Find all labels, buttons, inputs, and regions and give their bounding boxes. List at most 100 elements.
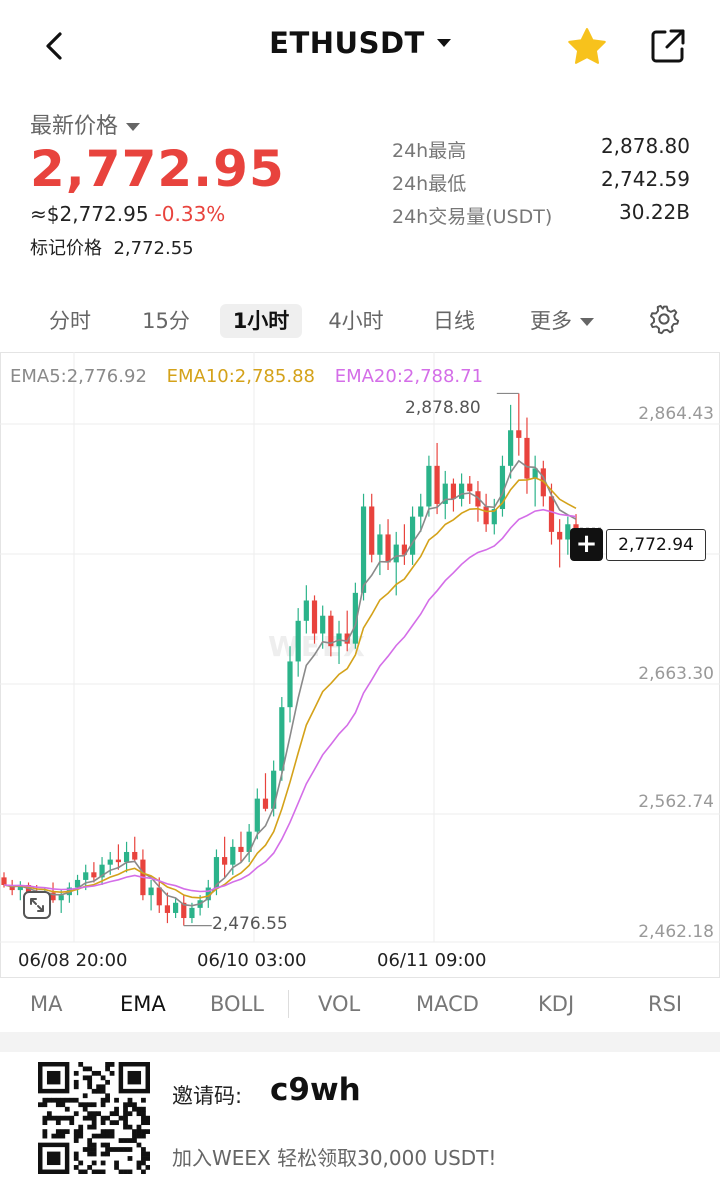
tab-timeframe-1d[interactable]: 日线 (433, 309, 475, 333)
share-icon[interactable] (648, 26, 688, 66)
gear-icon[interactable] (648, 303, 680, 335)
qr-module (123, 1169, 128, 1174)
tab-indicator-macd[interactable]: MACD (416, 992, 479, 1016)
tab-indicator-rsi[interactable]: RSI (648, 992, 683, 1016)
x-tick-label: 06/08 20:00 (18, 950, 128, 971)
candle-body (17, 885, 23, 891)
y-tick-label: 2,864.43 (638, 404, 714, 424)
qr-module (42, 1115, 48, 1121)
qr-module (136, 1133, 142, 1139)
qr-module (136, 1111, 142, 1117)
qr-module (64, 1129, 70, 1134)
qr-module (109, 1111, 115, 1117)
qr-module (100, 1142, 106, 1148)
qr-module (64, 1115, 70, 1121)
low-price-label: 2,476.55 (212, 914, 288, 934)
candle-body (401, 544, 407, 555)
qr-module (91, 1088, 97, 1094)
qr-module (42, 1097, 48, 1103)
price-type-selector[interactable]: 最新价格 (30, 108, 141, 140)
qr-module (141, 1129, 146, 1134)
back-arrow-icon[interactable] (38, 28, 74, 64)
candle-body (573, 524, 579, 529)
tab-timeframe-4h[interactable]: 4小时 (328, 309, 384, 333)
qr-module (73, 1111, 79, 1117)
qr-module (42, 1129, 48, 1134)
stat-volume-label: 24h交易量(USDT) (392, 206, 553, 228)
qr-module (82, 1075, 88, 1081)
qr-module (100, 1088, 106, 1094)
tab-indicator-ma[interactable]: MA (30, 992, 63, 1016)
qr-module (87, 1115, 93, 1121)
tab-timeframe-line[interactable]: 分时 (49, 309, 91, 333)
qr-module (91, 1151, 97, 1157)
candle-body (205, 887, 211, 901)
candlestick-chart[interactable] (0, 352, 720, 978)
tab-indicator-kdj[interactable]: KDJ (538, 992, 575, 1016)
qr-module (105, 1093, 110, 1099)
qr-module (91, 1111, 97, 1117)
qr-module (87, 1075, 93, 1081)
qr-module (141, 1169, 146, 1174)
qr-module (73, 1079, 79, 1085)
caret-down-icon (436, 39, 451, 47)
qr-module (100, 1115, 106, 1121)
candle-body (230, 846, 236, 865)
star-icon[interactable] (566, 26, 608, 68)
symbol-selector[interactable]: ETHUSDT (0, 26, 720, 60)
qr-module (64, 1097, 70, 1103)
timeframe-tabs: 分时 15分 1小时 4小时 日线 更多 (0, 296, 720, 344)
tab-timeframe-1h[interactable]: 1小时 (220, 304, 302, 338)
candle-body (311, 600, 318, 634)
qr-module (96, 1169, 102, 1174)
tab-timeframe-more[interactable]: 更多 (516, 304, 608, 338)
qr-module (136, 1106, 142, 1112)
tab-indicator-ema[interactable]: EMA (120, 992, 166, 1016)
invite-code: c9wh (270, 1072, 361, 1108)
invite-code-label: 邀请码: (172, 1084, 243, 1108)
qr-module (141, 1097, 146, 1103)
qr-module (73, 1156, 79, 1161)
qr-module (96, 1084, 102, 1090)
qr-module (127, 1124, 133, 1130)
candle-body (271, 770, 277, 809)
qr-module (109, 1129, 115, 1134)
qr-module (60, 1129, 66, 1134)
qr-module (114, 1106, 119, 1112)
qr-module (82, 1102, 88, 1108)
x-tick-label: 06/10 03:00 (197, 950, 307, 971)
tab-indicator-boll[interactable]: BOLL (210, 992, 264, 1016)
y-tick-label: 2,462.18 (638, 922, 714, 942)
qr-module (73, 1151, 79, 1157)
qr-module (73, 1084, 79, 1090)
qr-module (51, 1097, 57, 1103)
qr-module (100, 1169, 106, 1174)
tab-indicator-vol[interactable]: VOL (318, 992, 361, 1016)
qr-module (145, 1151, 150, 1157)
candle-body (262, 798, 269, 809)
qr-module (100, 1075, 106, 1081)
qr-module (127, 1138, 133, 1143)
candle-body (123, 851, 130, 863)
candle-body (164, 905, 171, 913)
candle-body (548, 496, 555, 532)
candle-body (156, 887, 162, 906)
qr-module (42, 1102, 48, 1108)
candle-body (491, 509, 497, 525)
expand-icon[interactable] (22, 890, 52, 920)
candle-body (450, 483, 457, 499)
qr-module (100, 1151, 106, 1157)
candle-body (254, 798, 260, 832)
candle-body (344, 633, 350, 644)
candle-body (91, 872, 97, 878)
qr-module (132, 1102, 137, 1108)
ema-legend: EMA5:2,776.92 EMA10:2,785.88 EMA20:2,788… (10, 366, 497, 387)
add-order-plus-icon[interactable]: + (570, 528, 603, 561)
candle-body (181, 902, 187, 919)
qr-module (141, 1133, 146, 1139)
candle-body (393, 544, 399, 563)
qr-module (69, 1097, 75, 1103)
qr-module (141, 1151, 146, 1157)
tab-timeframe-15m[interactable]: 15分 (142, 309, 190, 333)
qr-module (127, 1147, 133, 1152)
